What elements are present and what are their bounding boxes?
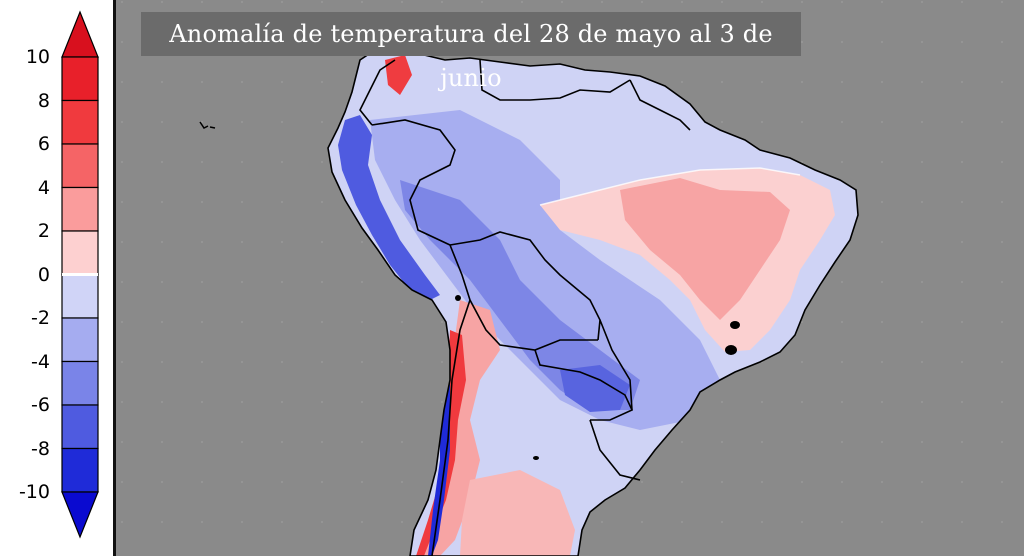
colorbar xyxy=(61,10,99,539)
colombia-hot-spot xyxy=(385,55,412,95)
colorbar-bin xyxy=(61,143,99,189)
bolivia-south-border xyxy=(449,244,598,351)
colorbar-tick-label: -8 xyxy=(31,437,50,460)
paraguay-border xyxy=(534,349,634,421)
uruguay-border xyxy=(589,419,641,481)
colorbar-bin xyxy=(61,447,99,493)
colorbar-bin xyxy=(61,186,99,232)
andes-deep-cold-strip xyxy=(428,380,450,556)
legend-divider xyxy=(113,0,116,556)
colombia-peru-border xyxy=(371,119,456,246)
galapagos-2 xyxy=(209,126,216,129)
colombia-coast-border xyxy=(359,59,396,126)
warm-region xyxy=(620,178,790,320)
colorbar-tick-label: -6 xyxy=(31,394,50,416)
colorbar-overflow-low xyxy=(61,491,99,539)
colorbar-tick-label: 2 xyxy=(37,220,50,242)
paraguay-brazil-border xyxy=(599,319,633,411)
colorbar-tick-label: -2 xyxy=(31,307,50,329)
colorbar-bin xyxy=(61,99,99,145)
colorbar-bin xyxy=(61,273,99,319)
colorbar-tick-label: 8 xyxy=(37,89,50,112)
colorbar-bin xyxy=(61,360,99,406)
colorbar-bin xyxy=(61,230,99,276)
chile-argentina-border xyxy=(431,299,471,556)
colorbar-tick-label: -10 xyxy=(18,481,50,503)
zero-contour xyxy=(539,167,801,206)
lake-titicaca xyxy=(455,295,461,301)
map-title: Anomalía de temperatura del 28 de mayo a… xyxy=(169,20,773,92)
colorbar-bin xyxy=(61,317,99,363)
colorbar-legend: 10 8 6 4 2 0 -2 -4 -6 -8 -10 xyxy=(0,0,113,556)
patagonia-warm-region xyxy=(460,470,575,556)
cool-region xyxy=(400,180,640,410)
andes-hot-strip xyxy=(416,330,466,556)
colorbar-bin xyxy=(61,56,99,102)
guyana-border xyxy=(629,79,691,131)
lake-1 xyxy=(730,321,740,329)
colorbar-tick-label: 6 xyxy=(37,133,50,155)
colorbar-bin xyxy=(61,404,99,450)
lakes xyxy=(455,295,740,460)
country-borders xyxy=(327,49,859,556)
title-banner: Anomalía de temperatura del 28 de mayo a… xyxy=(141,12,801,92)
andes-cold-strip xyxy=(338,115,440,300)
moderate-cool-region xyxy=(370,110,720,430)
galapagos-1 xyxy=(199,121,209,129)
lake-2 xyxy=(725,345,737,355)
colorbar-tick-label: -4 xyxy=(31,350,50,373)
lake-3 xyxy=(533,456,539,460)
brazil-bolivia-border xyxy=(449,231,601,341)
venezuela-border xyxy=(479,59,631,101)
colorbar-overflow-high xyxy=(61,10,99,58)
galapagos-islands xyxy=(199,121,216,129)
colorbar-tick-label: 0 xyxy=(37,263,50,286)
strong-cool-region xyxy=(560,365,630,412)
colorbar-tick-label: 4 xyxy=(37,176,50,199)
temperature-anomaly-map xyxy=(116,0,1024,556)
colorbar-tick-label: 10 xyxy=(25,46,50,68)
